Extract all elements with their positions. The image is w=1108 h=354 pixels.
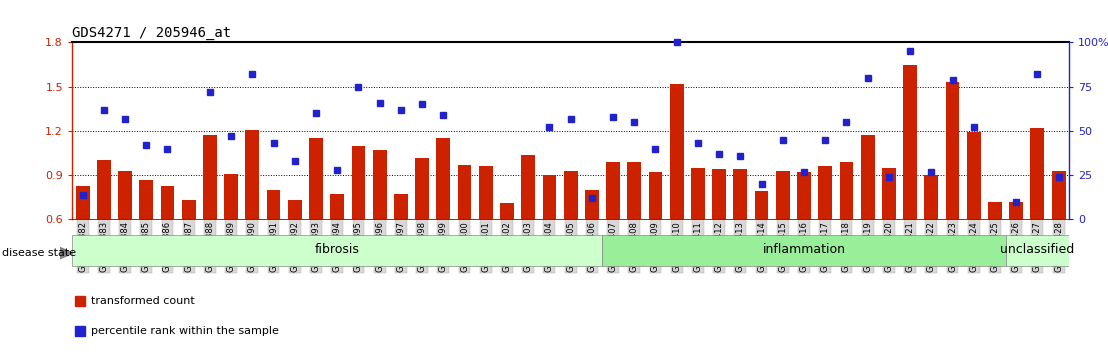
Bar <box>988 202 1002 219</box>
Bar <box>945 82 960 219</box>
Bar <box>776 171 790 219</box>
Bar <box>1030 128 1044 219</box>
Text: percentile rank within the sample: percentile rank within the sample <box>91 326 279 336</box>
Bar <box>351 146 366 219</box>
Bar <box>755 192 769 219</box>
Bar <box>585 190 598 219</box>
Text: disease state: disease state <box>2 248 76 258</box>
Bar <box>670 84 684 219</box>
Bar <box>797 172 811 219</box>
Bar <box>564 171 577 219</box>
Text: unclassified: unclassified <box>1001 243 1075 256</box>
Bar <box>500 203 514 219</box>
Bar <box>267 190 280 219</box>
Text: fibrosis: fibrosis <box>315 243 360 256</box>
Text: inflammation: inflammation <box>762 243 845 256</box>
Bar <box>627 162 642 219</box>
Bar <box>479 166 493 219</box>
Bar <box>603 235 1006 266</box>
Bar <box>882 168 895 219</box>
Bar <box>309 138 322 219</box>
Bar <box>288 200 301 219</box>
Bar <box>840 162 853 219</box>
Text: GDS4271 / 205946_at: GDS4271 / 205946_at <box>72 26 232 40</box>
Bar <box>182 200 196 219</box>
Bar <box>458 165 471 219</box>
Bar <box>819 166 832 219</box>
Bar <box>437 138 450 219</box>
Bar <box>733 169 747 219</box>
Bar <box>203 135 217 219</box>
Bar <box>903 65 917 219</box>
Bar <box>98 160 111 219</box>
Text: transformed count: transformed count <box>91 296 195 306</box>
Bar <box>119 171 132 219</box>
Bar <box>543 175 556 219</box>
Bar <box>1009 202 1023 219</box>
Bar <box>712 169 726 219</box>
Bar <box>72 235 603 266</box>
Bar <box>967 132 981 219</box>
Bar <box>416 158 429 219</box>
Bar <box>1006 235 1069 266</box>
Bar <box>691 168 705 219</box>
Bar <box>521 155 535 219</box>
Bar <box>606 162 620 219</box>
Polygon shape <box>60 247 73 259</box>
Bar <box>140 179 153 219</box>
Bar <box>648 172 663 219</box>
Bar <box>161 185 174 219</box>
Bar <box>372 150 387 219</box>
Bar <box>924 175 938 219</box>
Bar <box>394 194 408 219</box>
Bar <box>224 174 238 219</box>
Bar <box>861 135 874 219</box>
Bar <box>1051 171 1066 219</box>
Bar <box>75 185 90 219</box>
Bar <box>330 194 345 219</box>
Bar <box>246 130 259 219</box>
